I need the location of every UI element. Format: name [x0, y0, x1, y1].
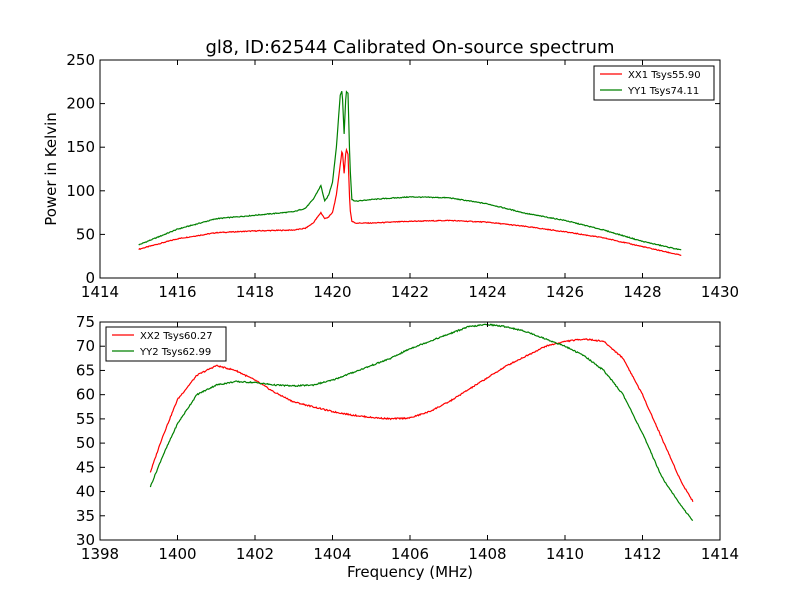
bottom-series-line-2	[149, 323, 694, 521]
bottom-legend-label-1: XX2 Tsys60.27	[140, 331, 213, 342]
top-y-tick-label: 50	[76, 225, 95, 243]
bottom-y-tick-label: 55	[76, 410, 95, 428]
top-chart-y-axis-label: Power in Kelvin	[42, 112, 60, 226]
bottom-y-tick-label: 35	[76, 507, 95, 525]
bottom-chart: 1398 1400 1402 1404 1406 1408 1410 1412 1414 30 35…	[76, 313, 739, 563]
top-x-tick-label: 1428	[623, 283, 661, 301]
bottom-x-tick-label: 1400	[158, 545, 196, 563]
bottom-y-tick-label: 65	[76, 361, 95, 379]
top-x-tick-label: 1426	[546, 283, 584, 301]
bottom-x-tick-label: 1410	[546, 545, 584, 563]
top-chart-title: gl8, ID:62544 Calibrated On-source spect…	[205, 37, 614, 58]
bottom-y-tick-label: 40	[76, 483, 95, 501]
top-x-tick-label: 1416	[158, 283, 196, 301]
top-x-tick-label: 1418	[236, 283, 274, 301]
bottom-x-tick-label: 1412	[623, 545, 661, 563]
top-legend: XX1 Tsys55.90 YY1 Tsys74.11	[593, 65, 715, 101]
bottom-legend: XX2 Tsys60.27 YY2 Tsys62.99	[105, 326, 227, 362]
bottom-series-line-1	[149, 338, 694, 502]
top-x-tick-label: 1414	[81, 283, 119, 301]
top-series-line-1	[138, 147, 682, 257]
bottom-y-tick-label: 70	[76, 337, 95, 355]
bottom-x-tick-label: 1406	[391, 545, 429, 563]
top-series-line-2	[138, 90, 682, 251]
bottom-x-tick-label: 1398	[81, 545, 119, 563]
bottom-y-tick-label: 45	[76, 458, 95, 476]
top-y-tick-label: 150	[66, 138, 95, 156]
bottom-y-tick-label: 60	[76, 386, 95, 404]
top-legend-label-2: YY1 Tsys74.11	[627, 86, 699, 97]
top-y-tick-label: 200	[66, 95, 95, 113]
top-y-tick-label: 250	[66, 51, 95, 69]
top-legend-label-1: XX1 Tsys55.90	[628, 70, 701, 81]
bottom-y-tick-label: 30	[76, 531, 95, 549]
bottom-legend-label-2: YY2 Tsys62.99	[139, 347, 211, 358]
top-x-tick-label: 1422	[391, 283, 429, 301]
top-x-tick-label: 1420	[313, 283, 351, 301]
bottom-x-tick-label: 1404	[313, 545, 351, 563]
top-y-tick-label: 100	[66, 182, 95, 200]
bottom-x-tick-label: 1402	[236, 545, 274, 563]
top-x-tick-label: 1430	[701, 283, 739, 301]
top-y-tick-label: 0	[85, 269, 95, 287]
bottom-x-tick-label: 1408	[468, 545, 506, 563]
top-chart: 1414 1416 1418 1420 1422 1424 1426 1428 1430 0 50 1…	[66, 51, 739, 301]
bottom-legend-box	[105, 326, 227, 362]
bottom-chart-x-axis-label: Frequency (MHz)	[347, 563, 473, 581]
bottom-x-tick-label: 1414	[701, 545, 739, 563]
top-x-tick-label: 1424	[468, 283, 506, 301]
top-legend-box	[593, 65, 715, 101]
bottom-y-tick-label: 50	[76, 434, 95, 452]
bottom-y-tick-label: 75	[76, 313, 95, 331]
